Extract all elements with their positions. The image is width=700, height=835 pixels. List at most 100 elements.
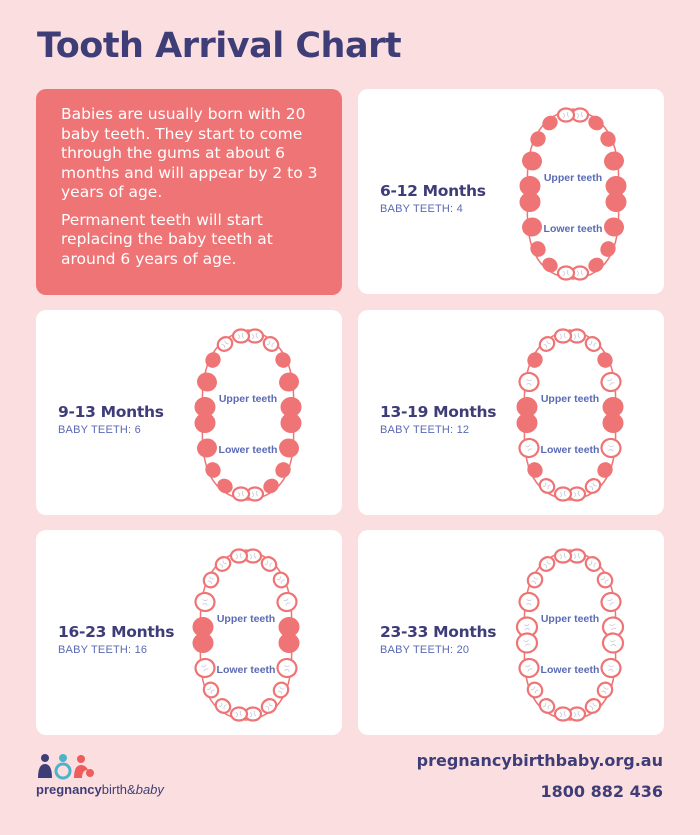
upper-teeth-label: Upper teeth	[217, 613, 275, 625]
lower-tooth	[567, 486, 587, 502]
lower-tooth	[229, 706, 249, 722]
upper-tooth	[279, 372, 299, 392]
lower-tooth	[202, 681, 220, 699]
lower-tooth	[604, 217, 624, 237]
upper-tooth	[601, 616, 625, 638]
upper-tooth	[604, 151, 624, 171]
intro-box: Babies are usually born with 20 baby tee…	[36, 89, 342, 295]
upper-tooth	[262, 336, 280, 352]
stage-card-16-23: 16-23 Months BABY TEETH: 16 Upper teeth L…	[36, 530, 342, 735]
teeth-diagram: Upper teeth Lower teeth	[516, 328, 624, 502]
stage-baby-teeth: BABY TEETH: 16	[58, 644, 148, 656]
page-title: Tooth Arrival Chart	[37, 26, 402, 66]
lower-tooth	[538, 478, 556, 494]
lower-tooth	[276, 657, 298, 679]
lower-teeth-label: Lower teeth	[219, 444, 278, 456]
upper-tooth	[588, 115, 604, 131]
intro-paragraph-1: Babies are usually born with 20 baby tee…	[61, 105, 318, 201]
logo-wordmark: pregnancybirth&baby	[36, 782, 164, 797]
stage-baby-teeth: BABY TEETH: 12	[380, 424, 470, 436]
lower-tooth	[263, 478, 279, 494]
upper-tooth	[245, 328, 265, 344]
upper-tooth	[538, 556, 556, 572]
lower-tooth	[280, 412, 302, 434]
upper-teeth-label: Upper teeth	[541, 393, 599, 405]
upper-tooth	[202, 571, 220, 589]
family-icon	[38, 754, 94, 780]
lower-tooth	[596, 681, 614, 699]
lower-teeth-label: Lower teeth	[541, 444, 600, 456]
upper-tooth	[260, 556, 278, 572]
lower-tooth	[516, 412, 538, 434]
lower-tooth	[605, 191, 627, 213]
lower-tooth	[556, 265, 576, 281]
upper-tooth	[553, 548, 573, 564]
stage-label: 16-23 Months BABY TEETH: 16	[58, 623, 174, 656]
upper-tooth	[272, 571, 290, 589]
lower-teeth-label: Lower teeth	[544, 223, 603, 235]
stage-months: 23-33 Months	[380, 623, 497, 641]
phone-number[interactable]: 1800 882 436	[540, 782, 663, 801]
upper-tooth	[597, 352, 613, 368]
lower-tooth	[538, 698, 556, 714]
upper-tooth	[538, 336, 556, 352]
stage-months: 6-12 Months	[380, 182, 486, 200]
upper-tooth	[584, 556, 602, 572]
lower-tooth	[278, 632, 300, 654]
upper-tooth	[275, 352, 291, 368]
upper-teeth-label: Upper teeth	[544, 172, 602, 184]
lower-tooth	[600, 437, 622, 459]
lower-tooth	[527, 462, 543, 478]
upper-tooth	[556, 107, 576, 123]
upper-tooth	[542, 115, 558, 131]
upper-tooth	[553, 328, 573, 344]
upper-tooth	[584, 336, 602, 352]
lower-tooth	[601, 632, 625, 654]
upper-teeth-label: Upper teeth	[219, 393, 277, 405]
lower-tooth	[279, 438, 299, 458]
stage-months: 9-13 Months	[58, 403, 164, 421]
upper-tooth	[276, 591, 298, 613]
stage-baby-teeth: BABY TEETH: 6	[58, 424, 141, 436]
lower-teeth-label: Lower teeth	[541, 664, 600, 676]
stage-card-9-13: 9-13 Months BABY TEETH: 6 Upper teeth Low…	[36, 310, 342, 515]
upper-tooth	[231, 328, 251, 344]
teeth-diagram: Upper teeth Lower teeth	[192, 548, 300, 722]
upper-tooth	[526, 571, 544, 589]
lower-tooth	[192, 632, 214, 654]
stage-card-13-19: 13-19 Months BABY TEETH: 12 Upper teeth L…	[358, 310, 664, 515]
lower-tooth	[597, 462, 613, 478]
lower-tooth	[275, 462, 291, 478]
website-link[interactable]: pregnancybirthbaby.org.au	[416, 751, 663, 770]
stage-baby-teeth: BABY TEETH: 4	[380, 203, 463, 215]
upper-tooth	[527, 352, 543, 368]
lower-tooth	[194, 657, 216, 679]
lower-tooth	[600, 657, 622, 679]
lower-tooth	[205, 462, 221, 478]
stage-label: 13-19 Months BABY TEETH: 12	[380, 403, 496, 436]
lower-tooth	[530, 241, 546, 257]
upper-tooth	[197, 372, 217, 392]
lower-tooth	[194, 412, 216, 434]
lower-gum	[523, 419, 617, 501]
lower-tooth	[553, 706, 573, 722]
lower-tooth	[542, 257, 558, 273]
upper-tooth	[600, 131, 616, 147]
stage-label: 23-33 Months BABY TEETH: 20	[380, 623, 496, 656]
upper-tooth	[570, 107, 590, 123]
upper-tooth	[216, 336, 234, 352]
lower-tooth	[214, 698, 232, 714]
upper-tooth	[600, 371, 622, 393]
lower-tooth	[584, 698, 602, 714]
lower-tooth	[600, 241, 616, 257]
lower-tooth	[519, 191, 541, 213]
lower-tooth	[231, 486, 251, 502]
upper-tooth	[530, 131, 546, 147]
lower-tooth	[588, 257, 604, 273]
upper-tooth	[194, 591, 216, 613]
stage-baby-teeth: BABY TEETH: 20	[380, 644, 470, 656]
lower-gum	[201, 419, 295, 501]
teeth-diagram: Upper teeth Lower teeth	[194, 328, 302, 502]
lower-tooth	[602, 412, 624, 434]
brand-logo[interactable]: pregnancybirth&baby	[36, 752, 164, 797]
